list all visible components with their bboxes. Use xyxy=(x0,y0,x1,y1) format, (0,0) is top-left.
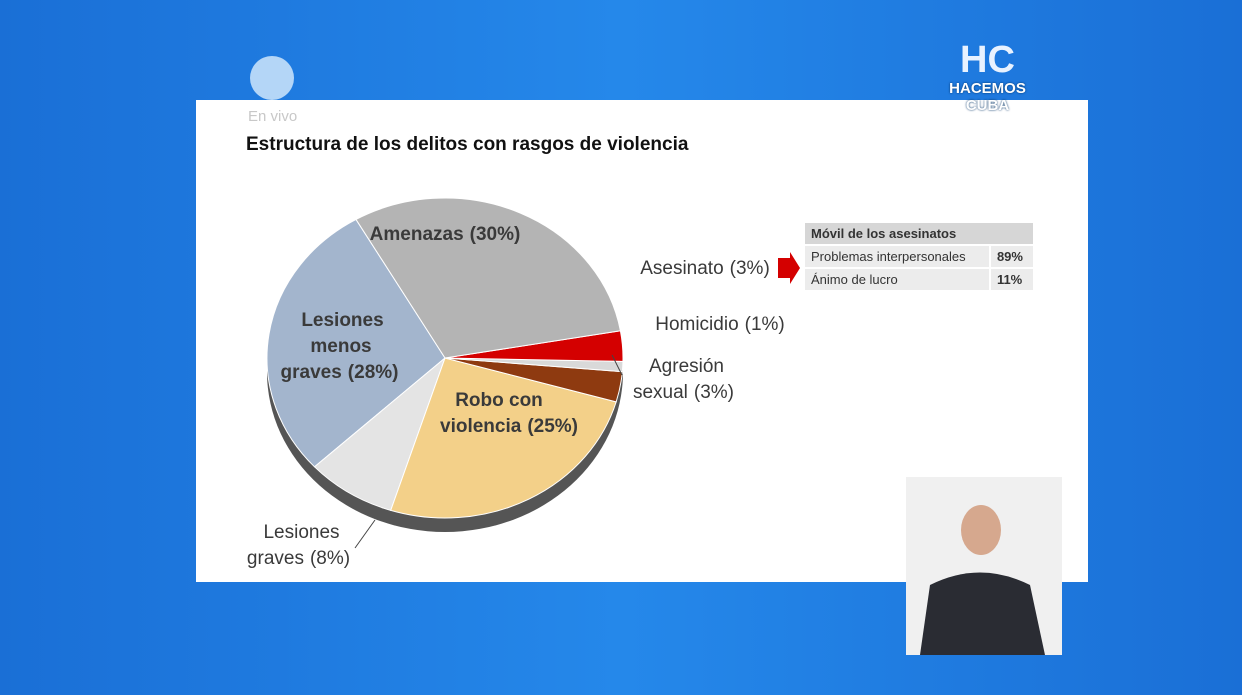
slice-name: Lesiones menos graves xyxy=(280,310,384,383)
logo-name: HACEMOS CUBA xyxy=(949,80,1026,114)
live-text: En vivo xyxy=(248,108,298,125)
slice-label: Homicidio (1%) xyxy=(640,312,800,338)
pie-slice xyxy=(266,218,446,468)
signer-head xyxy=(961,505,1001,555)
slice-name: Lesiones graves xyxy=(246,522,340,569)
slice-value: (3%) xyxy=(729,258,770,279)
channel-logo xyxy=(250,56,294,100)
chart-title: Estructura de los delitos con rasgos de … xyxy=(246,134,689,155)
slice-value: (1%) xyxy=(744,314,785,335)
pie-slice xyxy=(355,197,621,359)
slice-name: Asesinato xyxy=(640,258,724,279)
pie-slice xyxy=(390,357,617,519)
slice-value: (25%) xyxy=(527,416,579,437)
slice-value: (28%) xyxy=(347,362,399,383)
slice-name: Agresión sexual xyxy=(632,356,724,403)
slice-value: (8%) xyxy=(309,548,351,569)
motive-table: Móvil de los asesinatos Problemas interp… xyxy=(805,223,1033,292)
slice-label: Asesinato (3%) xyxy=(620,256,790,282)
slice-name: Robo con violencia xyxy=(440,390,543,437)
slice-label: Amenazas (30%) xyxy=(360,222,530,248)
slice-label: Lesiones menos graves (28%) xyxy=(276,308,406,386)
slice-value: (30%) xyxy=(469,224,521,245)
table-cell: 89% xyxy=(988,245,1033,269)
table-cell: Ánimo de lucro xyxy=(805,268,990,292)
leader-line xyxy=(354,519,376,549)
slice-value: (3%) xyxy=(693,382,735,403)
logo: HC HACEMOS CUBA xyxy=(940,40,1035,114)
arrow xyxy=(778,252,800,284)
signer-body xyxy=(920,572,1045,655)
slice-label: Robo con violencia (25%) xyxy=(440,388,578,440)
table-title: Móvil de los asesinatos xyxy=(805,223,1033,246)
pie-slice xyxy=(313,356,447,511)
slice-label: Lesiones graves (8%) xyxy=(215,520,385,572)
slice-label: Agresión sexual (3%) xyxy=(620,354,750,406)
slice-name: Homicidio xyxy=(655,314,739,335)
logo-mark: HC xyxy=(960,39,1015,81)
table-cell: 11% xyxy=(988,268,1033,292)
leader-line xyxy=(611,354,623,376)
slice-name: Amenazas xyxy=(369,224,464,245)
table-cell: Problemas interpersonales xyxy=(805,245,990,269)
